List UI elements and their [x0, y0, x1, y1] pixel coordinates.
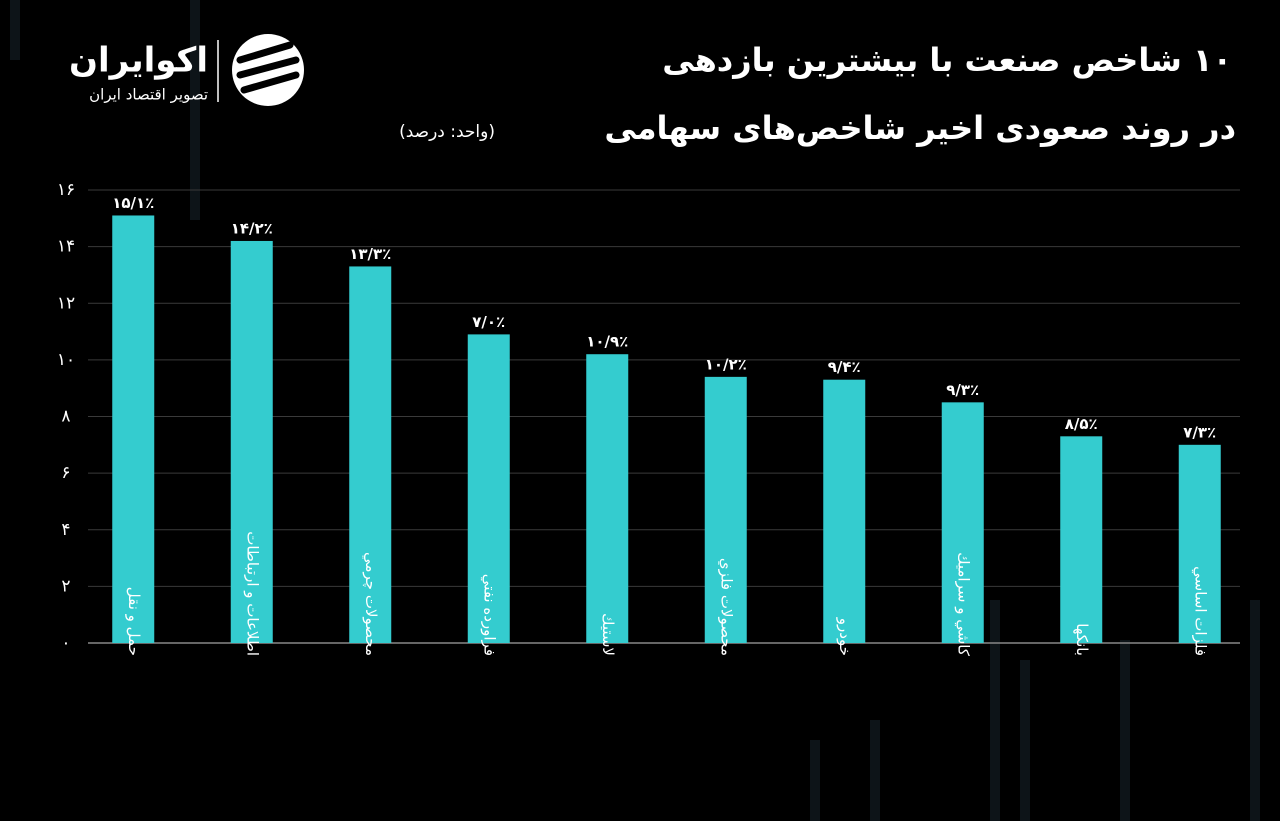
y-tick-label: ۰	[61, 633, 70, 653]
value-label: ۷/۰٪	[472, 313, 505, 331]
bar	[230, 240, 273, 643]
x-tick-label: لاستيك	[599, 613, 617, 656]
logo-icon-lines	[236, 41, 300, 94]
bar	[112, 215, 155, 643]
x-tick-label: بانكها	[1073, 623, 1091, 656]
y-tick-label: ۲	[61, 576, 70, 596]
y-tick-label: ۴	[61, 520, 70, 540]
logo-tagline: تصویر اقتصاد ایران	[89, 86, 208, 104]
value-label: ۹/۴٪	[828, 358, 861, 376]
y-tick-label: ۱۲	[57, 293, 75, 313]
value-label: ۱۴/۲٪	[231, 219, 273, 237]
value-label: ۱۵/۱٪	[112, 194, 154, 212]
logo-name: اکوایران	[69, 41, 208, 81]
x-tick-label: حمل و نقل	[125, 587, 143, 656]
background-decoration	[10, 0, 1260, 821]
y-tick-label: ۸	[61, 407, 70, 427]
value-label: ۹/۳٪	[946, 381, 979, 399]
x-tick-label: خودرو	[836, 617, 854, 656]
bar	[704, 376, 747, 643]
y-tick-label: ۱۶	[57, 180, 75, 200]
y-tick-label: ۱۰	[57, 350, 75, 370]
bar	[941, 402, 984, 643]
chart-subtitle: در روند صعودی اخیر شاخص‌های سهامی	[604, 109, 1236, 147]
value-label: ۸/۵٪	[1065, 415, 1098, 433]
x-tick-label: محصولات چرمي	[361, 552, 380, 656]
logo: اکوایران تصویر اقتصاد ایران	[69, 34, 304, 106]
x-tick-label: محصولات فلزي	[716, 558, 735, 656]
x-tick-label: فلزات اساسي	[1190, 566, 1209, 656]
bar	[349, 266, 392, 643]
y-tick-label: ۶	[61, 463, 70, 483]
x-tick-label: کاشي و سراميك	[953, 552, 972, 657]
value-label: ۷/۳٪	[1183, 423, 1216, 441]
value-label: ۱۰/۹٪	[586, 333, 628, 351]
bar	[823, 379, 866, 643]
y-tick-label: ۱۴	[57, 237, 75, 257]
bar	[1060, 436, 1103, 643]
bar	[1178, 444, 1221, 643]
value-label: ۱۳/۳٪	[349, 245, 391, 263]
x-tick-label: فراورده نفتي	[479, 574, 498, 656]
x-tick-label: اطلاعات و ارتباطات	[243, 531, 261, 656]
bar	[586, 354, 629, 643]
chart-title: ۱۰ شاخص صنعت با بیشترین بازدهی	[662, 41, 1232, 79]
value-label: ۱۰/۲٪	[705, 355, 747, 373]
unit-note: (واحد: درصد)	[399, 122, 495, 142]
bar	[467, 334, 510, 643]
